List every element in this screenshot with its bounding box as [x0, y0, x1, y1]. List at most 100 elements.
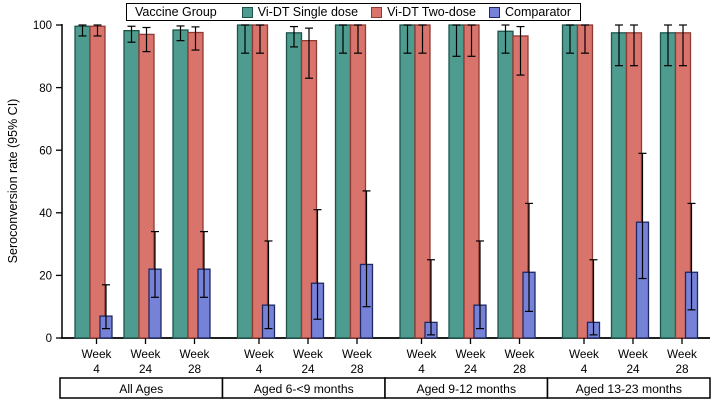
errorbar-comparator	[687, 202, 696, 311]
y-tick-label: 40	[39, 208, 52, 220]
week-number: 4	[256, 362, 263, 376]
bar-single-dose	[285, 32, 303, 339]
errorbar-two-dose	[191, 26, 200, 51]
y-tick-label: 20	[39, 271, 52, 283]
errorbar-comparator	[151, 230, 159, 298]
bar-two-dose	[414, 24, 431, 339]
y-axis-title: Seroconversion rate (95% CI)	[6, 98, 20, 264]
errorbar-single-dose	[127, 25, 136, 43]
errorbar-comparator	[200, 230, 208, 298]
bar-single-dose	[497, 30, 514, 339]
week-number: 24	[464, 362, 478, 376]
errorbar-comparator	[102, 284, 110, 330]
week-label: Week	[505, 347, 535, 361]
errorbar-two-dose	[305, 27, 313, 79]
bar-single-dose	[123, 29, 140, 339]
errorbar-single-dose	[176, 25, 185, 42]
legend: Vaccine Group Vi-DT Single dose Vi-DT Two…	[126, 3, 581, 21]
week-label: Week	[407, 347, 437, 361]
errorbar-single-dose	[501, 24, 510, 54]
legend-item-single-dose: Vi-DT Single dose	[241, 5, 358, 19]
errorbar-single-dose	[566, 24, 574, 54]
errorbar-comparator	[476, 240, 484, 330]
bar-single-dose	[236, 24, 254, 339]
legend-item-two-dose: Vi-DT Two-dose	[371, 5, 476, 19]
y-tick-label: 80	[39, 83, 52, 95]
bar-two-dose	[251, 24, 269, 339]
errorbar-comparator	[313, 209, 322, 320]
week-label: Week	[82, 347, 112, 361]
legend-swatch-comparator	[489, 6, 500, 18]
y-tick-label: 0	[46, 333, 52, 345]
errorbar-two-dose	[418, 24, 427, 54]
bar-single-dose	[448, 24, 465, 339]
bar-two-dose	[463, 24, 480, 339]
legend-swatch-single-dose	[241, 6, 253, 18]
age-group-label: Aged 6-<9 months	[254, 382, 354, 396]
week-number: 4	[418, 362, 425, 376]
bar-single-dose	[399, 24, 416, 339]
errorbar-single-dose	[664, 24, 672, 67]
errorbar-two-dose	[354, 24, 362, 54]
bar-single-dose	[659, 32, 677, 339]
bar-single-dose	[334, 24, 352, 339]
y-tick-label: 100	[33, 20, 52, 32]
week-number: 28	[350, 362, 364, 376]
week-label: Week	[456, 347, 486, 361]
errorbar-single-dose	[339, 24, 347, 54]
errorbar-two-dose	[256, 24, 264, 54]
y-tick-label: 60	[39, 145, 52, 157]
bar-two-dose	[89, 25, 106, 339]
week-label: Week	[569, 347, 599, 361]
errorbar-single-dose	[290, 25, 298, 48]
errorbar-comparator	[589, 259, 598, 336]
week-number: 28	[513, 362, 527, 376]
errorbar-two-dose	[467, 24, 476, 57]
errorbar-two-dose	[679, 24, 687, 67]
legend-item-comparator: Comparator	[489, 5, 571, 19]
bar-single-dose	[172, 29, 189, 339]
errorbar-two-dose	[516, 25, 525, 76]
errorbar-two-dose	[630, 24, 638, 67]
legend-label-two-dose: Vi-DT Two-dose	[387, 5, 476, 19]
week-label: Week	[293, 347, 323, 361]
bar-single-dose	[610, 32, 628, 339]
errorbar-comparator	[525, 202, 533, 312]
errorbar-two-dose	[93, 24, 102, 37]
errorbar-single-dose	[241, 24, 249, 54]
week-number: 24	[626, 362, 640, 376]
week-number: 4	[581, 362, 588, 376]
age-group-label: Aged 9-12 months	[416, 382, 516, 396]
errorbar-single-dose	[403, 24, 412, 54]
week-label: Week	[244, 347, 274, 361]
errorbar-comparator	[362, 190, 371, 308]
bar-single-dose	[74, 25, 91, 339]
errorbar-comparator	[264, 240, 273, 330]
errorbar-single-dose	[615, 24, 623, 67]
age-group-box	[546, 377, 711, 399]
week-number: 28	[675, 362, 689, 376]
week-number: 24	[139, 362, 153, 376]
errorbar-single-dose	[78, 24, 87, 37]
errorbar-single-dose	[452, 24, 461, 57]
week-label: Week	[618, 347, 648, 361]
week-label: Week	[131, 347, 161, 361]
week-number: 28	[188, 362, 202, 376]
legend-title: Vaccine Group	[135, 5, 217, 19]
errorbar-comparator	[427, 259, 435, 336]
legend-label-comparator: Comparator	[505, 5, 571, 19]
week-label: Week	[180, 347, 210, 361]
legend-swatch-two-dose	[371, 6, 383, 18]
week-label: Week	[667, 347, 697, 361]
errorbar-two-dose	[581, 24, 589, 54]
age-group-label: Aged 13-23 months	[576, 382, 682, 396]
bar-single-dose	[561, 24, 579, 339]
errorbar-comparator	[638, 152, 647, 280]
age-group-label: All Ages	[119, 382, 163, 396]
bar-two-dose	[576, 24, 594, 339]
errorbar-two-dose	[142, 26, 151, 53]
week-label: Week	[342, 347, 372, 361]
week-number: 4	[93, 362, 100, 376]
